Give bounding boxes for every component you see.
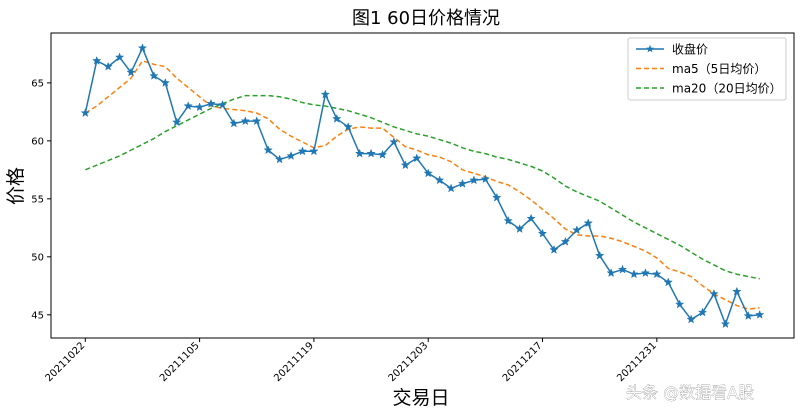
data-point <box>240 116 251 126</box>
data-point <box>400 160 411 170</box>
legend-marker <box>646 44 654 53</box>
data-point <box>549 244 559 254</box>
x-axis-label: 交易日 <box>392 387 449 409</box>
data-point <box>126 67 136 77</box>
data-point <box>206 98 216 108</box>
data-point <box>274 154 285 164</box>
data-point <box>503 215 513 225</box>
data-point <box>80 108 90 117</box>
data-point <box>137 43 148 53</box>
x-tick-label: 20211022 <box>44 340 88 384</box>
data-point <box>663 277 673 287</box>
x-axis: 20211022 20211105 20211119 20211203 20211217… <box>44 338 659 384</box>
y-tick-label: 60 <box>31 136 44 147</box>
data-point <box>732 286 742 296</box>
data-point <box>697 307 708 317</box>
data-point <box>514 224 525 233</box>
x-tick-label: 20211105 <box>158 340 202 384</box>
data-point <box>252 116 262 126</box>
data-point <box>572 225 582 235</box>
data-point <box>423 168 433 178</box>
data-point <box>389 137 399 146</box>
x-tick-label: 20211203 <box>387 340 431 384</box>
data-point <box>183 101 193 111</box>
data-point <box>343 122 353 131</box>
data-point <box>103 61 113 71</box>
series-layer <box>80 43 765 329</box>
data-point <box>457 178 468 188</box>
x-tick-label: 20211217 <box>501 340 545 384</box>
data-point <box>675 299 685 309</box>
data-point <box>492 192 502 202</box>
data-point <box>606 268 616 278</box>
y-axis-label: 价格 <box>5 167 27 205</box>
legend-entry: 收盘价 <box>672 42 708 57</box>
data-point <box>332 113 342 123</box>
data-point <box>194 102 205 112</box>
data-point <box>480 174 491 184</box>
data-point <box>434 175 445 185</box>
chart-title: 图1 60日价格情况 <box>352 8 500 29</box>
y-tick-label: 55 <box>31 194 44 205</box>
data-point <box>309 146 319 156</box>
legend-box <box>627 37 787 101</box>
data-point <box>469 175 479 185</box>
data-point <box>595 250 605 260</box>
data-point <box>652 269 662 279</box>
data-point <box>263 145 273 155</box>
data-point <box>286 151 296 160</box>
data-point <box>149 70 159 80</box>
x-tick-label: 20211231 <box>615 340 659 384</box>
plot-area <box>50 32 795 339</box>
data-point <box>354 148 365 158</box>
y-tick-label: 45 <box>31 310 44 321</box>
legend-entry: ma5（5日均价） <box>672 62 766 76</box>
data-point <box>446 183 456 193</box>
x-tick-label: 20211119 <box>272 340 316 384</box>
y-tick-label: 50 <box>31 252 44 263</box>
data-point <box>755 309 765 319</box>
data-point <box>583 218 593 228</box>
data-point <box>92 55 102 65</box>
data-point <box>114 52 125 62</box>
data-point <box>229 118 239 128</box>
series-line-1 <box>84 60 760 310</box>
data-point <box>297 146 308 156</box>
y-tick-label: 65 <box>31 78 44 89</box>
data-point <box>560 236 571 246</box>
y-axis: 45 50 55 60 65 <box>31 78 51 321</box>
data-point <box>720 319 731 329</box>
data-point <box>617 264 628 274</box>
data-point <box>526 213 536 223</box>
data-point <box>172 117 182 127</box>
data-point <box>629 269 639 279</box>
series-line-2 <box>85 94 760 280</box>
data-point <box>217 99 228 109</box>
data-point <box>412 153 422 163</box>
data-point <box>160 77 170 87</box>
legend: 收盘价 ma5（5日均价） ma20（20日均价） <box>627 37 787 101</box>
data-point <box>743 311 753 320</box>
data-point <box>709 289 719 298</box>
data-point <box>640 268 651 278</box>
data-point <box>686 314 696 324</box>
data-point <box>320 89 331 99</box>
data-point <box>366 148 376 158</box>
data-point <box>377 149 388 159</box>
data-point <box>537 228 548 238</box>
watermark: 头条 @数据看A股 <box>626 383 754 402</box>
legend-entry: ma20（20日均价） <box>672 82 782 96</box>
